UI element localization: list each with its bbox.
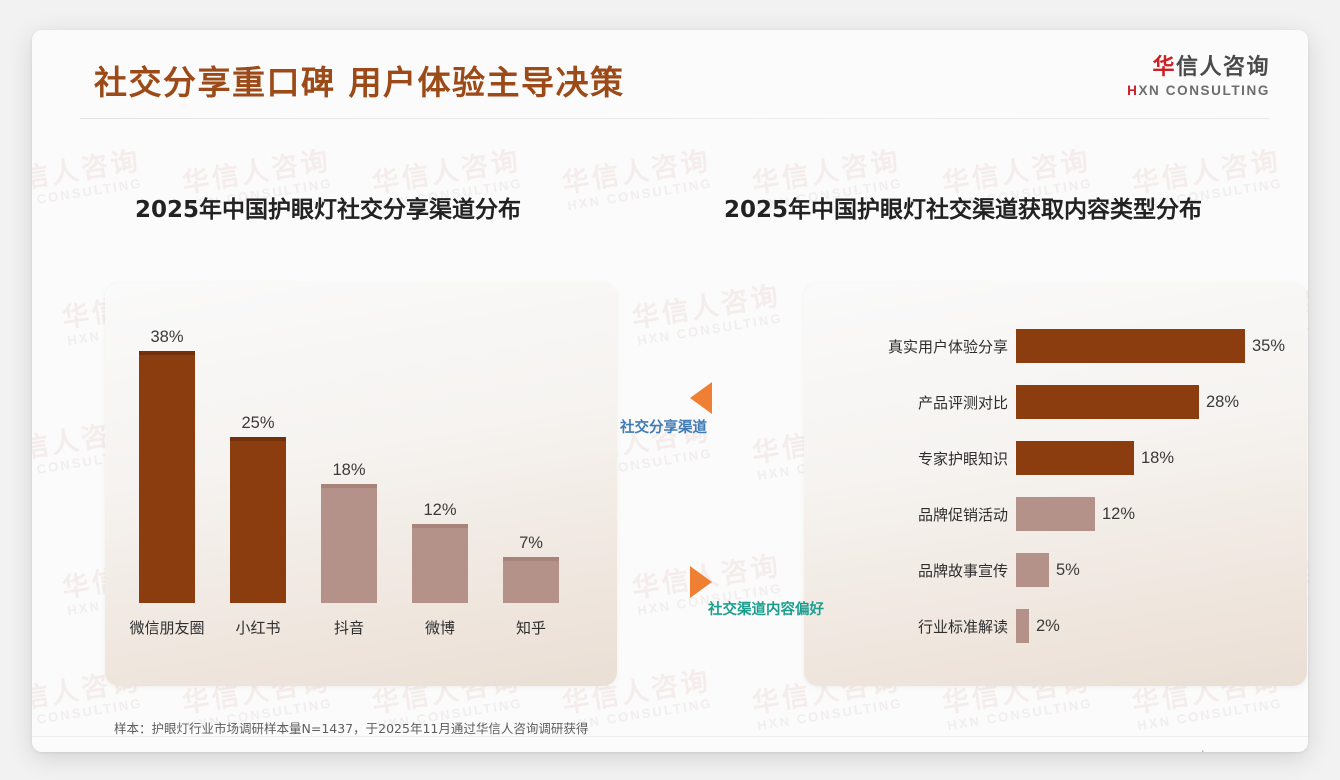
watermark-line-en: HXN CONSULTING — [756, 695, 904, 734]
bar[interactable] — [503, 557, 559, 603]
watermark-line-en: HXN CONSULTING — [1136, 695, 1284, 734]
bar-value-label: 38% — [150, 328, 184, 346]
logo-chinese: 华信人咨询 — [1127, 55, 1270, 80]
watermark-line-en: HXN CONSULTING — [32, 175, 144, 213]
bar[interactable] — [230, 437, 286, 603]
bar-row[interactable]: 品牌促销活动 12% — [804, 497, 1307, 531]
bar-value-label: 18% — [332, 461, 366, 479]
page-title: 社交分享重口碑 用户体验主导决策 — [94, 63, 625, 102]
bar-category-label: 行业标准解读 — [917, 617, 1008, 636]
bar-value-label: 18% — [1141, 448, 1175, 467]
annotation-label-1-text: 社交分享渠道 — [620, 420, 707, 436]
bar-value-label: 12% — [423, 501, 457, 519]
bar-row[interactable]: 品牌故事宣传 5% — [804, 553, 1307, 587]
bar-category-label: 小红书 — [235, 619, 281, 637]
bar-column[interactable]: 7% 知乎 — [503, 512, 559, 638]
brand-logo: 华信人咨询 HXN CONSULTING — [1127, 55, 1270, 99]
bar-category-label: 产品评测对比 — [917, 393, 1008, 412]
watermark-line-en: HXN CONSULTING — [636, 310, 784, 349]
logo-chinese-highlight: 华 — [1152, 55, 1176, 80]
logo-english-rest: XN CONSULTING — [1138, 83, 1270, 99]
sample-note: 样本：护眼灯行业市场调研样本量N=1437，于2025年11月通过华信人咨询调研… — [114, 721, 589, 736]
bar-category-label: 品牌促销活动 — [917, 505, 1008, 524]
bar-category-label: 知乎 — [515, 619, 546, 637]
annotation-label-2: 社交渠道内容偏好 — [708, 598, 824, 619]
bar-value-label: 35% — [1252, 336, 1286, 355]
bar-column[interactable]: 25% 小红书 — [230, 392, 286, 638]
watermark-line-en: HXN CONSULTING — [566, 175, 714, 214]
watermark-line-cn: 华信人咨询 — [629, 280, 783, 335]
bar-row[interactable]: 专家护眼知识 18% — [804, 441, 1307, 475]
logo-english: HXN CONSULTING — [1127, 83, 1270, 99]
bar-row[interactable]: 真实用户体验分享 35% — [804, 329, 1307, 363]
bar[interactable] — [412, 524, 468, 603]
watermark-line-en: HXN CONSULTING — [946, 695, 1094, 734]
chart-title-right: 2025年中国护眼灯社交渠道获取内容类型分布 — [724, 197, 1203, 223]
horizontal-bar-chart: 真实用户体验分享 35% 产品评测对比 28% 专家护眼知识 18% 品牌促销活动 12% 品牌… — [804, 283, 1307, 686]
annotation-label-2-text: 社交渠道内容偏好 — [708, 602, 824, 618]
triangle-left-icon — [690, 382, 712, 414]
chart-title-left: 2025年中国护眼灯社交分享渠道分布 — [135, 197, 522, 223]
chart-panel-left: 38% 微信朋友圈 25% 小红书 18% 抖音 12% 微博 7% 知乎 — [105, 283, 617, 686]
bar-category-label: 抖音 — [333, 619, 364, 637]
annotation-label-1: 社交分享渠道 — [620, 416, 707, 437]
bar-category-label: 真实用户体验分享 — [887, 337, 1008, 356]
bar-row[interactable]: 产品评测对比 28% — [804, 385, 1307, 419]
footer-divider — [32, 736, 1308, 737]
bar-column[interactable]: 12% 微博 — [412, 479, 468, 638]
vertical-bar-chart: 38% 微信朋友圈 25% 小红书 18% 抖音 12% 微博 7% 知乎 — [105, 283, 617, 686]
bar-value-label: 28% — [1206, 392, 1240, 411]
bar-value-label: 5% — [1056, 560, 1080, 579]
chart-panel-right: 真实用户体验分享 35% 产品评测对比 28% 专家护眼知识 18% 品牌促销活动 12% 品牌… — [804, 283, 1307, 686]
bar-category-label: 微博 — [424, 619, 455, 637]
bar[interactable] — [321, 484, 377, 603]
bar[interactable] — [139, 351, 195, 603]
watermark-line-cn: 华信人咨询 — [32, 145, 143, 200]
triangle-right-icon — [690, 566, 712, 598]
watermark-line-cn: 华信人咨询 — [559, 145, 713, 200]
bar-value-label: 7% — [519, 534, 543, 552]
header-divider — [80, 118, 1270, 119]
bar-column[interactable]: 38% 微信朋友圈 — [129, 306, 204, 638]
bar-row[interactable]: 行业标准解读 2% — [804, 609, 1307, 643]
footer-website: www.hxrcon.com — [1172, 749, 1266, 752]
bar-category-label: 微信朋友圈 — [129, 619, 205, 637]
bar[interactable] — [1016, 329, 1245, 363]
logo-english-highlight: H — [1127, 83, 1139, 99]
bar-category-label: 专家护眼知识 — [917, 449, 1008, 468]
annotation-arrow-2 — [690, 566, 712, 598]
bar-column[interactable]: 18% 抖音 — [321, 439, 377, 638]
bar-value-label: 25% — [241, 414, 275, 432]
bar[interactable] — [1016, 553, 1049, 587]
annotation-arrow-1 — [690, 382, 712, 414]
footer-copyright: ©2026.1 HXR华信人咨询 — [74, 749, 223, 752]
bar-category-label: 品牌故事宣传 — [917, 561, 1008, 580]
bar[interactable] — [1016, 441, 1134, 475]
bar[interactable] — [1016, 609, 1029, 643]
logo-chinese-rest: 信人咨询 — [1175, 55, 1270, 80]
bar-value-label: 2% — [1036, 616, 1060, 635]
bar-value-label: 12% — [1102, 504, 1136, 523]
slide-header: 社交分享重口碑 用户体验主导决策 华信人咨询 HXN CONSULTING — [32, 30, 1308, 124]
bar[interactable] — [1016, 385, 1199, 419]
bar[interactable] — [1016, 497, 1095, 531]
